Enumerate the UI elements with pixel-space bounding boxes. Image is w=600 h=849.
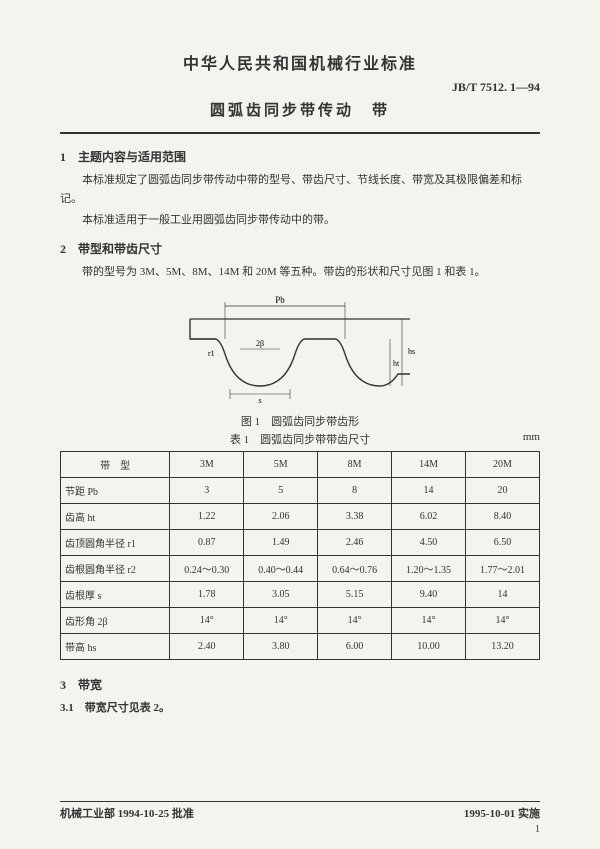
document-page: 中华人民共和国机械行业标准 JB/T 7512. 1—94 圆弧齿同步带传动 带…: [0, 0, 600, 849]
row-label: 齿根厚 s: [61, 581, 170, 607]
table-cell: 1.49: [244, 529, 318, 555]
label-r1: r1: [208, 349, 215, 358]
table-row: 带高 hs2.403.806.0010.0013.20: [61, 633, 540, 659]
table-cell: 14: [392, 477, 466, 503]
table-cell: 6.50: [466, 529, 540, 555]
table-col-0: 带 型: [61, 451, 170, 477]
title-main: 中华人民共和国机械行业标准: [60, 50, 540, 74]
table-cell: 0.40～0.44: [244, 555, 318, 581]
table-col-4: 14M: [392, 451, 466, 477]
section2-head: 2 带型和带齿尺寸: [60, 240, 540, 257]
table-row: 齿根圆角半径 r20.24～0.300.40～0.440.64～0.761.20…: [61, 555, 540, 581]
table-cell: 0.24～0.30: [170, 555, 244, 581]
table-cell: 6.02: [392, 503, 466, 529]
table-cell: 1.22: [170, 503, 244, 529]
table-cell: 10.00: [392, 633, 466, 659]
table-cell: 0.87: [170, 529, 244, 555]
table-cell: 3: [170, 477, 244, 503]
table-cell: 5.15: [318, 581, 392, 607]
row-label: 齿顶圆角半径 r1: [61, 529, 170, 555]
table-cell: 3.05: [244, 581, 318, 607]
table-cell: 14: [466, 581, 540, 607]
table-cell: 1.77～2.01: [466, 555, 540, 581]
table-cell: 14°: [170, 607, 244, 633]
row-label: 带高 hs: [61, 633, 170, 659]
label-pb: Pb: [275, 295, 285, 305]
table-cell: 1.20～1.35: [392, 555, 466, 581]
table-cell: 0.64～0.76: [318, 555, 392, 581]
table-caption-row: 表 1 圆弧齿同步带带齿尺寸 mm: [60, 431, 540, 447]
label-hs: hs: [408, 347, 415, 356]
section1-p1: 本标准规定了圆弧齿同步带传动中带的型号、带齿尺寸、节线长度、带宽及其极限偏差和标…: [60, 171, 540, 208]
section3-head: 3 带宽: [60, 676, 540, 693]
table-row: 节距 Pb3581420: [61, 477, 540, 503]
section2-p1: 带的型号为 3M、5M、8M、14M 和 20M 等五种。带齿的形状和尺寸见图 …: [60, 263, 540, 282]
row-label: 齿根圆角半径 r2: [61, 555, 170, 581]
table-cell: 8: [318, 477, 392, 503]
table-row: 齿根厚 s1.783.055.159.4014: [61, 581, 540, 607]
table-col-1: 3M: [170, 451, 244, 477]
table-row: 齿高 ht1.222.063.386.028.40: [61, 503, 540, 529]
belt-tooth-diagram: Pb 2β s hs ht r1: [180, 294, 420, 404]
table-cell: 3.38: [318, 503, 392, 529]
section3-sub: 3.1 带宽尺寸见表 2。: [60, 699, 540, 715]
table-cell: 14°: [392, 607, 466, 633]
table-col-5: 20M: [466, 451, 540, 477]
row-label: 节距 Pb: [61, 477, 170, 503]
table-cell: 5: [244, 477, 318, 503]
title-sub: 圆弧齿同步带传动 带: [60, 99, 540, 120]
figure-1: Pb 2β s hs ht r1: [60, 294, 540, 407]
table-cell: 13.20: [466, 633, 540, 659]
table-cell: 14°: [466, 607, 540, 633]
table-cell: 8.40: [466, 503, 540, 529]
label-2beta: 2β: [256, 339, 264, 348]
table-row: 齿顶圆角半径 r10.871.492.464.506.50: [61, 529, 540, 555]
table-col-3: 8M: [318, 451, 392, 477]
table-cell: 14°: [244, 607, 318, 633]
table-cell: 6.00: [318, 633, 392, 659]
document-code: JB/T 7512. 1—94: [60, 80, 540, 95]
table-cell: 2.40: [170, 633, 244, 659]
footer-effective: 1995-10-01 实施: [464, 805, 540, 821]
figure-caption: 图 1 圆弧齿同步带齿形: [60, 413, 540, 429]
table-cell: 3.80: [244, 633, 318, 659]
divider-thick: [60, 132, 540, 134]
label-s: s: [258, 396, 261, 404]
row-label: 齿形角 2β: [61, 607, 170, 633]
table-header-row: 带 型 3M 5M 8M 14M 20M: [61, 451, 540, 477]
row-label: 齿高 ht: [61, 503, 170, 529]
table-cell: 1.78: [170, 581, 244, 607]
table-cell: 9.40: [392, 581, 466, 607]
footer-approve: 机械工业部 1994-10-25 批准: [60, 805, 194, 821]
table-caption: 表 1 圆弧齿同步带带齿尺寸: [60, 431, 540, 447]
table-cell: 20: [466, 477, 540, 503]
section1-p2: 本标准适用于一般工业用圆弧齿同步带传动中的带。: [60, 211, 540, 230]
table-cell: 4.50: [392, 529, 466, 555]
table-cell: 14°: [318, 607, 392, 633]
table-cell: 2.06: [244, 503, 318, 529]
table-unit: mm: [523, 431, 540, 443]
label-ht: ht: [393, 359, 400, 368]
table-col-2: 5M: [244, 451, 318, 477]
page-number: 1: [535, 824, 540, 835]
table-row: 齿形角 2β14°14°14°14°14°: [61, 607, 540, 633]
section1-head: 1 主题内容与适用范围: [60, 148, 540, 165]
page-footer: 机械工业部 1994-10-25 批准 1995-10-01 实施: [60, 801, 540, 821]
table-1: 带 型 3M 5M 8M 14M 20M 节距 Pb3581420齿高 ht1.…: [60, 451, 540, 660]
table-cell: 2.46: [318, 529, 392, 555]
